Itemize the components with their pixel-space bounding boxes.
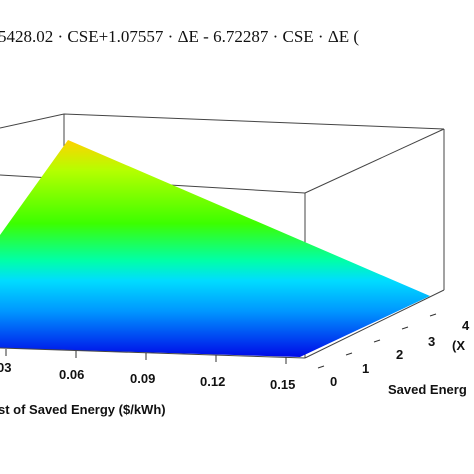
- y-tick-label: 0: [330, 374, 337, 389]
- box-floor-front: [0, 347, 306, 359]
- x-axis: [5, 349, 287, 364]
- x-tick-label: 0.12: [200, 374, 225, 389]
- x-tick-label: 0.09: [130, 371, 155, 386]
- y-multiplier-label: (X: [452, 338, 465, 353]
- y-tick-label: 4: [462, 318, 470, 333]
- equation-text: 5428.02 · CSE+1.07557 · ΔE - 6.72287 · C…: [0, 27, 359, 46]
- y-axis-label: Saved Energ: [388, 382, 467, 397]
- surface: [0, 140, 430, 357]
- box-back-top: [0, 113, 445, 130]
- x-axis-label: st of Saved Energy ($/kWh): [0, 402, 166, 417]
- y-tick-label: 1: [362, 361, 369, 376]
- y-tick-label: 3: [428, 334, 435, 349]
- x-tick-label: 0.06: [59, 367, 84, 382]
- x-tick-label: 0.15: [270, 377, 295, 392]
- box-front-corner: [304, 128, 445, 194]
- y-axis: [317, 313, 437, 369]
- x-tick-label: 03: [0, 360, 11, 375]
- y-tick-label: 2: [396, 347, 403, 362]
- box-floor-right: [304, 289, 445, 359]
